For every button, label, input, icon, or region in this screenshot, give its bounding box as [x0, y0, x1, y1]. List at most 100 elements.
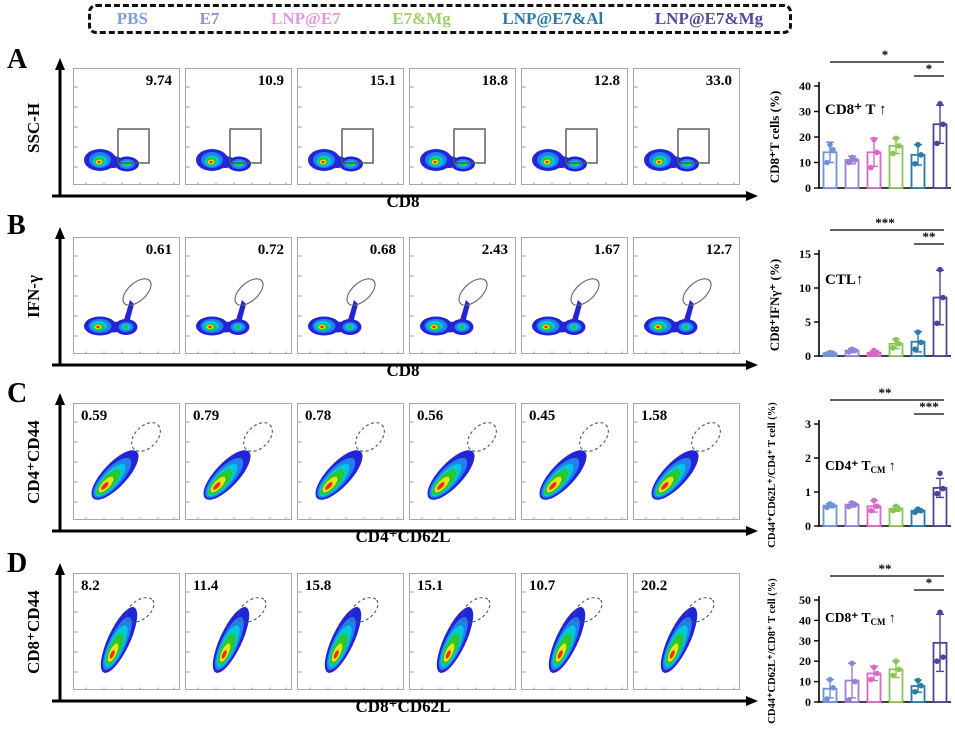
data-point	[937, 609, 943, 616]
data-point	[893, 503, 899, 510]
flow-plot-b-5: 1.67	[521, 237, 628, 354]
flow-y-axis-arrow	[55, 563, 65, 702]
flow-plot-d-3: 15.8	[297, 573, 404, 690]
data-point	[890, 150, 896, 157]
panel-label-c: C	[7, 378, 28, 409]
data-point	[871, 136, 877, 143]
y-tick-label: 30	[799, 634, 811, 648]
significance-stars: ***	[919, 399, 939, 414]
data-point	[827, 141, 833, 148]
flow-x-axis-arrow	[52, 191, 758, 201]
bar-chart-c: 0 1 2 3 CD44⁺CD62L⁺/CD4⁺ T cell (%) CD4⁺ TCM …	[767, 385, 951, 548]
data-point	[849, 660, 855, 667]
flow-plot-a-4: 18.8	[409, 68, 516, 185]
y-tick-label: 3	[805, 417, 811, 431]
flow-x-axis-arrow	[52, 696, 758, 706]
data-point	[893, 336, 899, 343]
flow-x-axis-label: CD8⁺CD62L	[355, 697, 451, 716]
data-point	[940, 294, 946, 301]
data-point	[915, 506, 921, 512]
flow-plot-b-4: 2.43	[409, 237, 516, 354]
data-point	[890, 345, 896, 351]
data-point	[890, 507, 896, 514]
flow-x-axis-arrow	[52, 526, 758, 536]
flow-plot-a-6: 33.0	[633, 68, 740, 185]
bar-chart-ylabel: CD8⁺IFNγ⁺ (%)	[767, 259, 782, 351]
data-point	[849, 154, 855, 161]
data-point	[874, 149, 880, 156]
gate-percentage: 2.43	[481, 242, 508, 258]
flow-y-axis-label: CD4⁺CD44	[24, 420, 43, 505]
flow-y-axis-label: CD8⁺CD44	[24, 590, 43, 675]
gate-percentage: 11.4	[193, 578, 219, 594]
gate-percentage: 0.59	[81, 408, 108, 424]
data-point	[871, 347, 877, 354]
data-point	[830, 684, 836, 691]
y-tick-label: 20	[799, 130, 811, 144]
data-point	[912, 689, 918, 695]
flow-plot-d-4: 15.1	[409, 573, 516, 690]
flow-plot-b-1: 0.61	[73, 237, 180, 354]
y-tick-label: 10	[799, 281, 811, 295]
data-point	[852, 678, 858, 685]
data-point	[874, 670, 880, 677]
flow-x-axis-label: CD8	[386, 361, 420, 380]
gate-percentage: 9.74	[145, 73, 172, 89]
gate-percentage: 10.7	[529, 578, 556, 594]
data-point	[937, 101, 943, 107]
significance-stars: **	[879, 385, 892, 400]
bar-chart-ylabel: CD44⁺CD62L⁺/CD4⁺ T cell (%)	[767, 402, 778, 548]
y-tick-label: 10	[799, 156, 811, 170]
flow-plot-b-3: 0.68	[297, 237, 404, 354]
y-tick-label: 20	[799, 654, 811, 668]
flow-plot-b-6: 12.7	[633, 237, 740, 354]
gate-percentage: 8.2	[81, 578, 100, 594]
legend-item-lnp-e7-al: LNP@E7&Al	[502, 9, 604, 28]
data-point	[915, 141, 921, 148]
data-point	[940, 654, 946, 660]
panel-label-d: D	[7, 548, 28, 579]
legend-item-lnp-e7: LNP@E7	[271, 9, 341, 28]
data-point	[846, 503, 852, 510]
flow-y-axis-label: SSC-H	[24, 102, 43, 153]
data-point	[871, 497, 877, 504]
chart-annotation: CD8⁺ TCM ↑	[825, 610, 896, 627]
data-point	[827, 676, 833, 683]
legend-item-e7: E7	[199, 9, 220, 28]
data-point	[912, 160, 918, 167]
data-point	[824, 159, 830, 166]
y-tick-label: 40	[799, 79, 811, 93]
y-tick-label: 2	[805, 451, 811, 465]
gate-percentage: 1.58	[641, 408, 668, 424]
data-point	[915, 329, 921, 335]
data-point	[874, 503, 880, 510]
gate-percentage: 18.8	[481, 73, 508, 89]
bar-chart-ylabel: CD44⁺CD62L⁺/CD8⁺ T cell (%)	[767, 578, 778, 724]
flow-plot-c-1: 0.59	[73, 403, 180, 520]
data-point	[934, 140, 940, 147]
data-point	[918, 339, 924, 346]
flow-plot-c-4: 0.56	[409, 403, 516, 520]
data-point	[915, 677, 921, 684]
flow-y-axis-arrow	[55, 58, 65, 197]
gate-percentage: 0.45	[529, 408, 556, 424]
gate-percentage: 0.72	[257, 242, 284, 258]
data-point	[890, 672, 896, 679]
panel-label-a: A	[7, 44, 28, 75]
y-tick-label: 30	[799, 105, 811, 119]
data-point	[940, 121, 946, 128]
gate-percentage: 15.1	[369, 73, 396, 89]
data-point	[871, 664, 877, 671]
flow-y-axis-label: IFN-γ	[24, 275, 43, 318]
data-point	[849, 346, 855, 352]
data-point	[896, 340, 902, 347]
gate-percentage: 0.79	[193, 408, 220, 424]
flow-plot-a-5: 12.8	[521, 68, 628, 185]
data-point	[937, 470, 943, 477]
data-point	[934, 490, 940, 497]
gate-percentage: 12.8	[593, 73, 620, 89]
flow-plot-a-2: 10.9	[185, 68, 292, 185]
chart-annotation: CD8⁺ T ↑	[825, 102, 887, 118]
data-point	[846, 697, 852, 703]
